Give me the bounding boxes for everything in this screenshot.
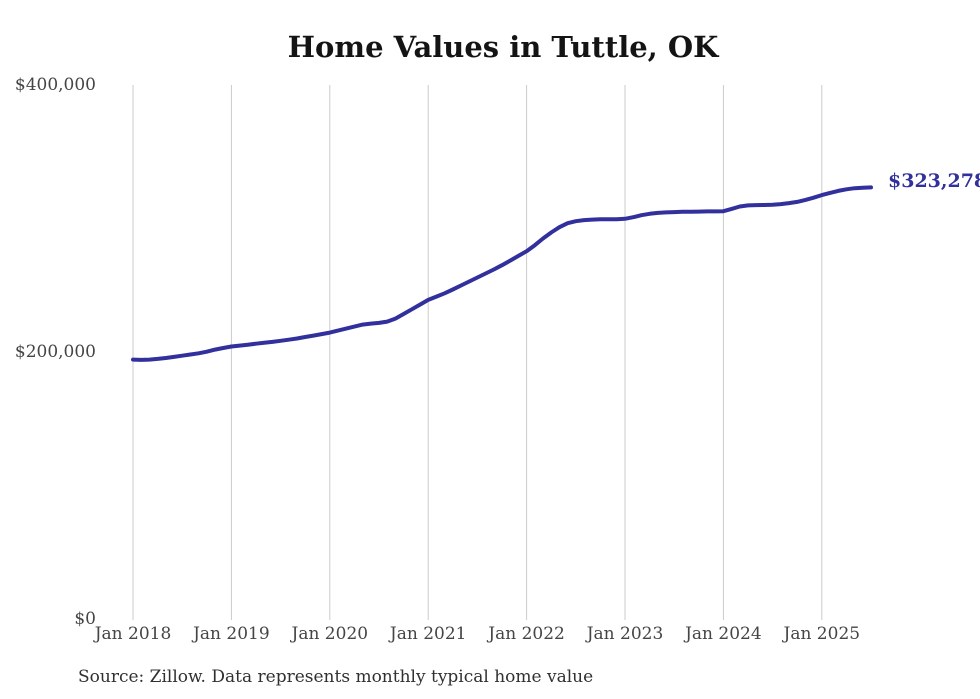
x-tick-label: Jan 2018 xyxy=(94,624,172,644)
y-tick-label: $400,000 xyxy=(14,75,96,95)
home-value-line xyxy=(131,185,873,362)
chart-title: Home Values in Tuttle, OK xyxy=(287,30,719,64)
x-tick-label: Jan 2020 xyxy=(291,624,369,644)
y-tick-label: $200,000 xyxy=(14,342,96,362)
y-tick-label: $0 xyxy=(74,609,96,629)
gridlines xyxy=(132,85,823,620)
x-tick-label: Jan 2023 xyxy=(586,624,664,644)
x-tick-label: Jan 2024 xyxy=(685,624,762,644)
x-tick-label: Jan 2021 xyxy=(389,624,467,644)
x-tick-label: Jan 2025 xyxy=(783,624,861,644)
x-tick-label: Jan 2022 xyxy=(488,624,565,644)
x-tick-label: Jan 2019 xyxy=(193,624,270,644)
end-value-label: $323,278 xyxy=(888,170,980,192)
source-note: Source: Zillow. Data represents monthly … xyxy=(78,667,594,687)
